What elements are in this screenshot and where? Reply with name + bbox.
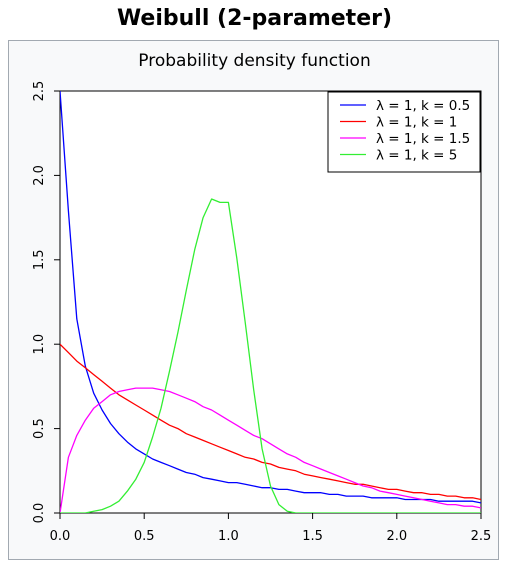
series-line-3 <box>60 387 481 513</box>
legend-label-2: λ = 1, k = 1 <box>376 115 457 131</box>
y-tick-label: 2.0 <box>32 165 47 186</box>
y-tick-label: 1.0 <box>32 334 47 355</box>
x-tick-label: 0.5 <box>134 529 155 544</box>
legend-label-3: λ = 1, k = 1.5 <box>376 131 470 147</box>
y-tick-label: 1.5 <box>32 249 47 270</box>
series-line-1 <box>60 91 481 504</box>
x-tick-label: 1.5 <box>302 529 323 544</box>
x-tick-label: 2.5 <box>471 529 492 544</box>
x-tick-label: 1.0 <box>218 529 239 544</box>
y-tick-label: 2.5 <box>32 81 47 102</box>
legend-label-4: λ = 1, k = 5 <box>376 148 457 164</box>
x-tick-label: 0.0 <box>50 529 71 544</box>
plot-title: Probability density function <box>138 51 370 71</box>
legend-label-1: λ = 1, k = 0.5 <box>376 98 470 114</box>
series-line-4 <box>60 198 481 513</box>
chart-main-title: Weibull (2-parameter) <box>116 6 393 31</box>
y-tick-label: 0.0 <box>32 503 47 524</box>
y-tick-label: 0.5 <box>32 418 47 439</box>
x-tick-label: 2.0 <box>386 529 407 544</box>
series-line-2 <box>60 343 481 501</box>
